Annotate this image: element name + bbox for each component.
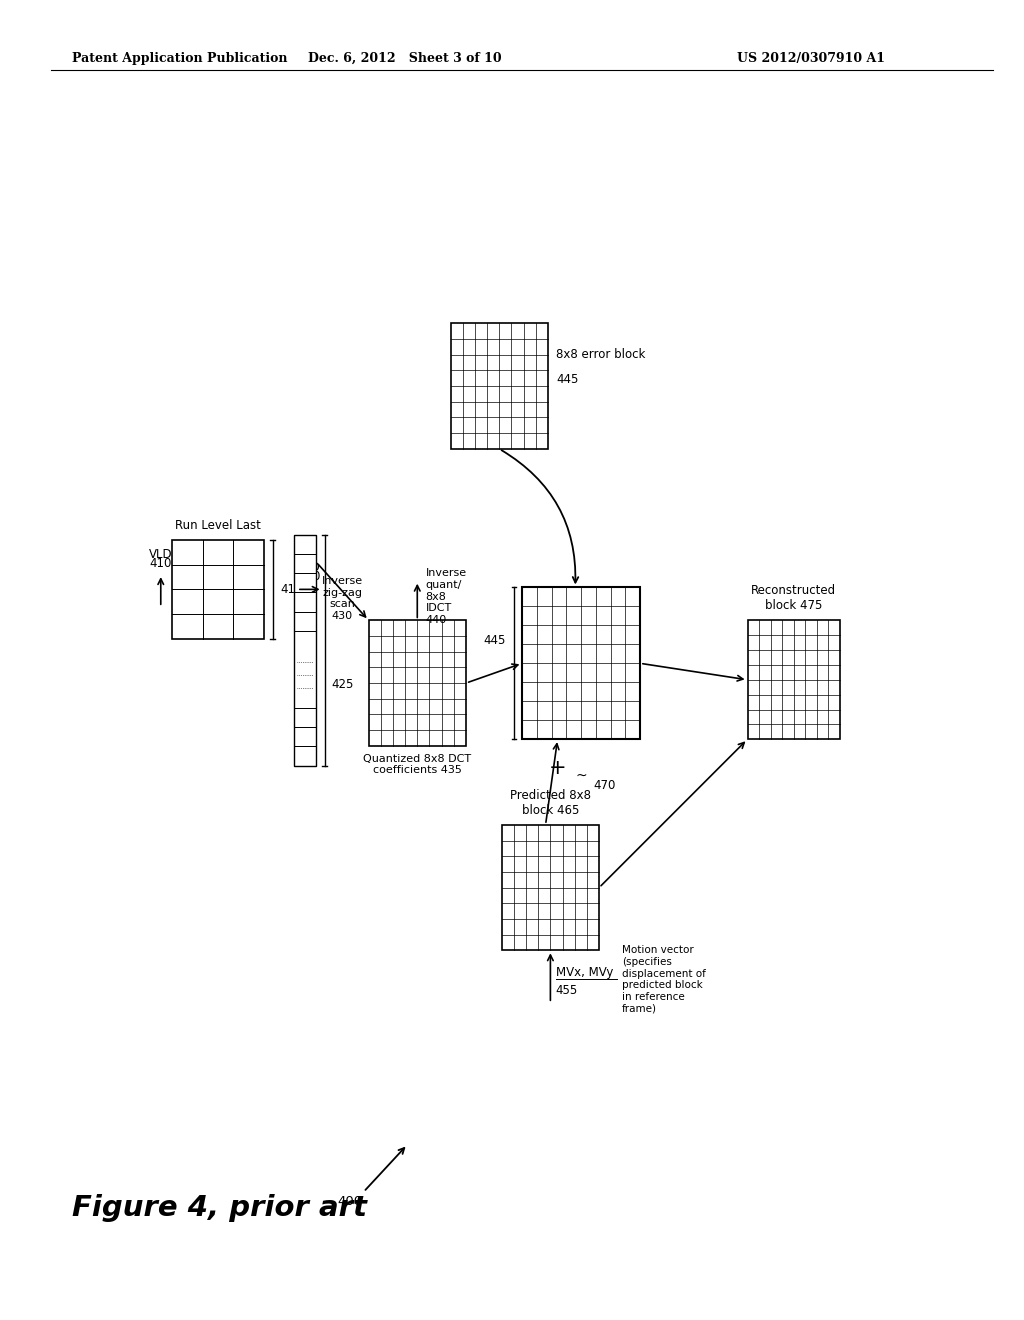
- Text: +: +: [549, 758, 566, 779]
- Bar: [294, 593, 316, 611]
- Text: Motion vector
(specifies
displacement of
predicted block
in reference
frame): Motion vector (specifies displacement of…: [622, 945, 706, 1014]
- Text: Inverse
zig-zag
scan
430: Inverse zig-zag scan 430: [322, 576, 362, 620]
- Text: 420: 420: [298, 570, 321, 583]
- Bar: [172, 540, 264, 639]
- Text: Patent Application Publication: Patent Application Publication: [72, 51, 287, 65]
- Bar: [502, 825, 599, 950]
- Text: RLD: RLD: [297, 561, 322, 573]
- Text: 400: 400: [338, 1195, 362, 1208]
- Text: VLD: VLD: [148, 548, 173, 561]
- Text: Predicted 8x8
block 465: Predicted 8x8 block 465: [510, 789, 591, 817]
- Text: 8x8 error block: 8x8 error block: [556, 348, 645, 362]
- Bar: [294, 554, 316, 573]
- Bar: [294, 746, 316, 766]
- Text: Quantized 8x8 DCT
coefficients 435: Quantized 8x8 DCT coefficients 435: [364, 754, 471, 775]
- Text: Reconstructed
block 475: Reconstructed block 475: [751, 585, 837, 612]
- Bar: [294, 727, 316, 746]
- Bar: [522, 587, 640, 739]
- Text: Inverse
quant/
8x8
IDCT
440: Inverse quant/ 8x8 IDCT 440: [426, 569, 467, 624]
- Bar: [451, 323, 548, 449]
- Text: Figure 4, prior art: Figure 4, prior art: [72, 1193, 367, 1222]
- Bar: [748, 620, 840, 739]
- Text: 425: 425: [332, 678, 354, 692]
- Text: Dec. 6, 2012   Sheet 3 of 10: Dec. 6, 2012 Sheet 3 of 10: [307, 51, 502, 65]
- Text: 470: 470: [593, 779, 615, 792]
- Bar: [294, 535, 316, 554]
- Text: ~: ~: [575, 770, 587, 783]
- Bar: [294, 535, 316, 766]
- Bar: [294, 708, 316, 727]
- Text: US 2012/0307910 A1: US 2012/0307910 A1: [737, 51, 886, 65]
- Text: 410: 410: [150, 557, 172, 570]
- Bar: [369, 620, 466, 746]
- Text: 445: 445: [556, 374, 579, 387]
- Text: 415: 415: [281, 583, 303, 595]
- Text: Run Level Last: Run Level Last: [175, 519, 261, 532]
- Bar: [294, 611, 316, 631]
- Text: 445: 445: [483, 634, 506, 647]
- Bar: [294, 573, 316, 593]
- Text: MVx, MVy: MVx, MVy: [555, 966, 613, 979]
- Text: 455: 455: [555, 983, 578, 997]
